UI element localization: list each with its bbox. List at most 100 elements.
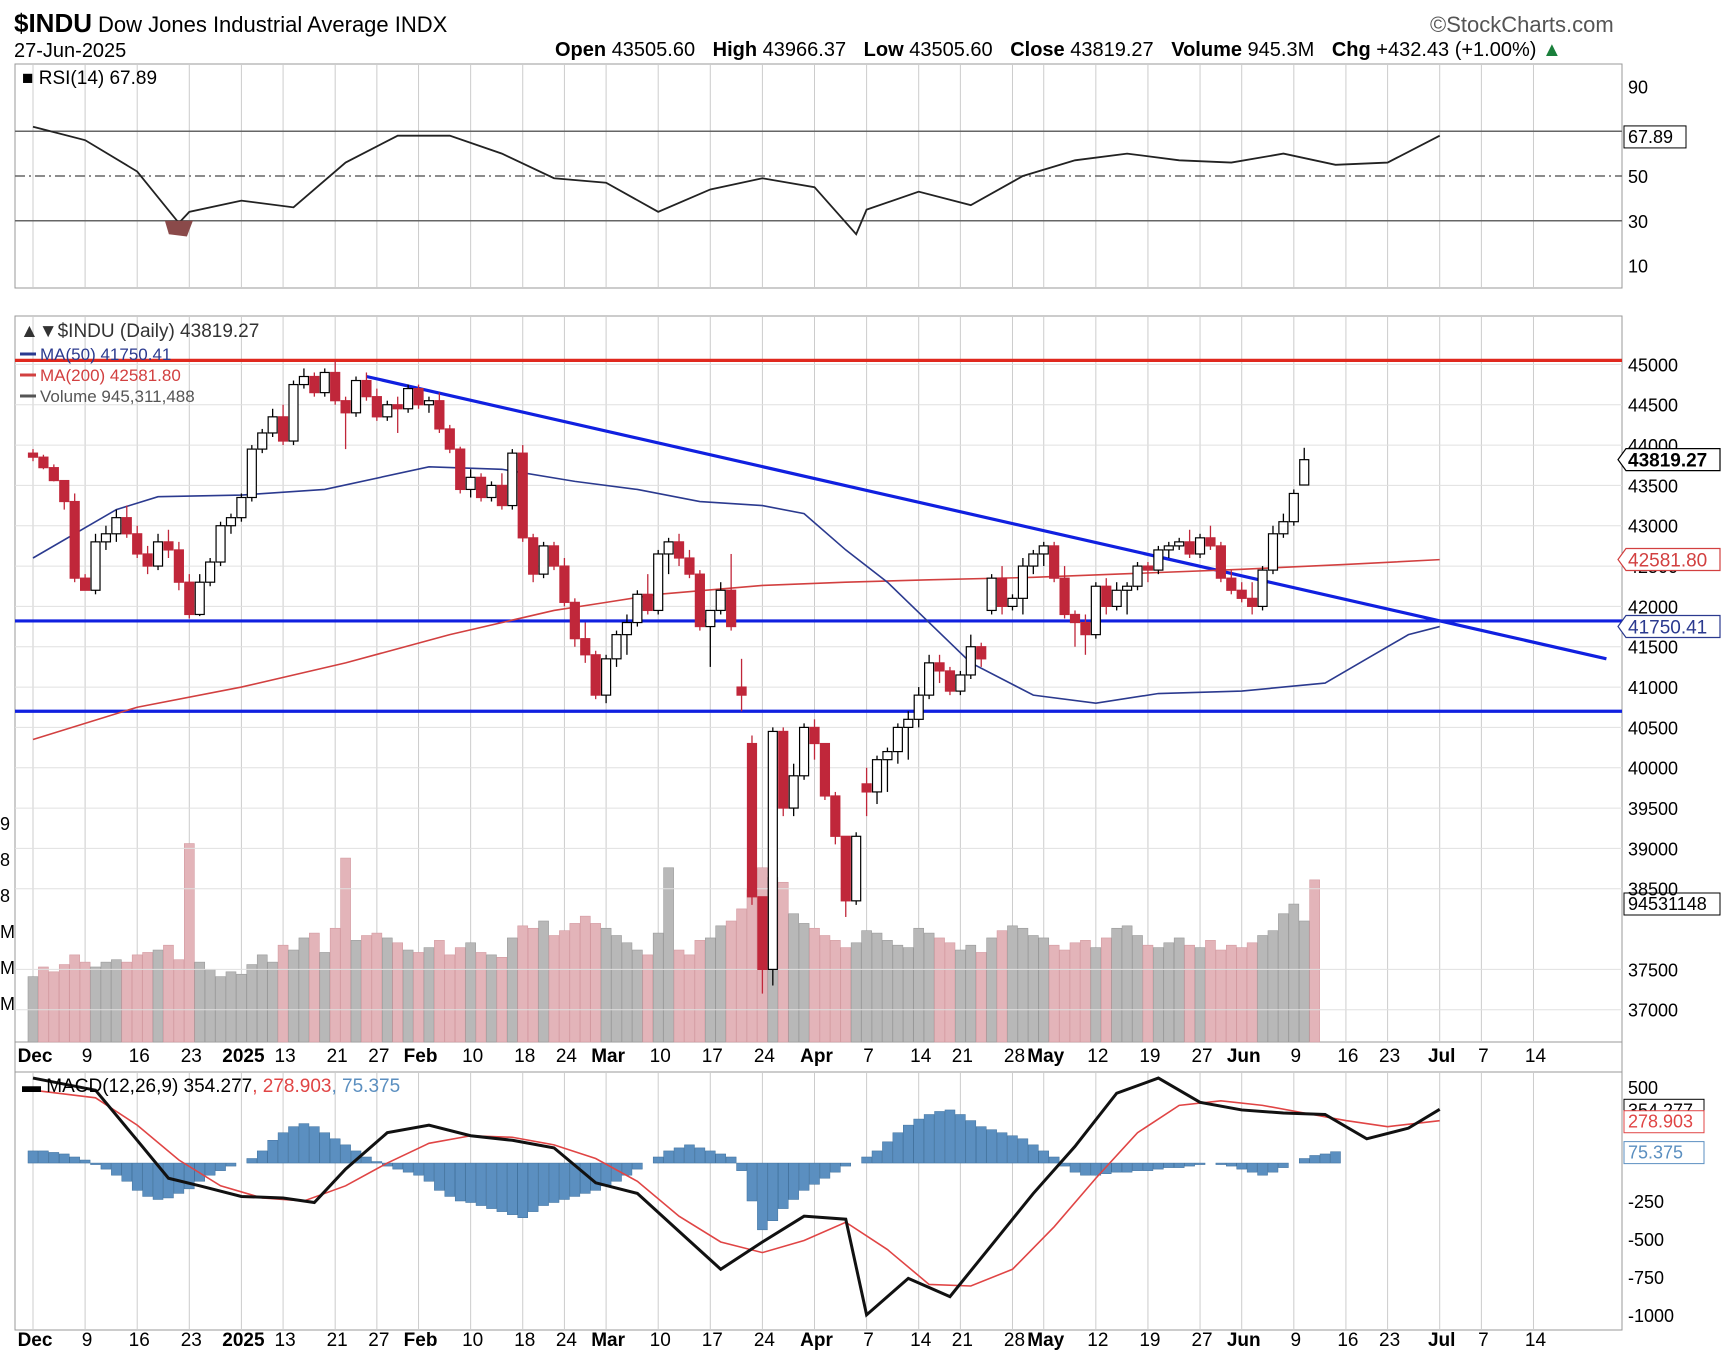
macd-hist-bar	[705, 1150, 716, 1164]
price-tag-box	[1617, 448, 1721, 472]
macd-hist-bar	[1163, 1162, 1175, 1168]
macd-hist-bar	[767, 1162, 779, 1221]
candle-body	[90, 541, 101, 591]
x-tick-label: 14	[1525, 1330, 1547, 1350]
chg-label: Chg	[1331, 39, 1371, 61]
macd-hist-bar	[256, 1150, 268, 1164]
volume-bar	[621, 942, 633, 1043]
macd-hist-bar	[548, 1162, 560, 1203]
high-value: 43966.37	[762, 39, 847, 61]
candle-body	[361, 379, 372, 398]
macd-hist-bar	[1028, 1144, 1039, 1164]
price-tick-label: 41000	[1628, 678, 1678, 698]
candle-body	[632, 593, 643, 624]
x-tick-label: 17	[702, 1330, 723, 1350]
macd-hist-bar	[1330, 1151, 1341, 1164]
candle-body	[913, 694, 924, 720]
volume-bar	[517, 925, 529, 1043]
macd-hist-bar	[1121, 1162, 1133, 1173]
x-tick-label: 21	[327, 1046, 348, 1067]
volume-bar	[1080, 940, 1091, 1043]
candle-body	[1028, 553, 1039, 567]
macd-hist-bar	[819, 1162, 831, 1179]
candle-body	[705, 609, 716, 628]
rsi-panel: 90 50 30 10 67.89 ■ RSI(14) 67.89	[15, 68, 1687, 277]
ma200-line	[32, 558, 1440, 741]
candle-body	[371, 396, 382, 418]
date-axis-strip	[14, 1041, 1623, 1073]
macd-hist-bar	[48, 1152, 60, 1164]
macd-hist-bar	[861, 1156, 872, 1164]
x-tick-label: 24	[754, 1046, 776, 1067]
x-tick-label: 24	[556, 1046, 578, 1067]
volume-bar	[69, 954, 80, 1043]
macd-hist-bar	[100, 1162, 112, 1170]
source-watermark[interactable]: ©StockCharts.com	[1430, 12, 1614, 37]
macd-hist-bar	[69, 1156, 80, 1164]
macd-hist-bar	[725, 1156, 737, 1164]
candle-body	[496, 484, 507, 507]
panel-frames	[14, 63, 1623, 1331]
candle-body	[892, 726, 903, 753]
price-tick-label: 43500	[1628, 476, 1678, 496]
volume-bar	[38, 966, 49, 1043]
rsi-title: ■ RSI(14) 67.89	[22, 68, 157, 89]
macd-hist-bar	[329, 1138, 341, 1164]
candle-body	[444, 428, 455, 450]
volume-bar	[413, 952, 424, 1043]
volume-bar	[1236, 947, 1248, 1043]
volume-bar	[319, 952, 331, 1043]
volume-bar	[361, 935, 372, 1043]
candle-body	[746, 742, 758, 898]
macd-hist-bar	[1090, 1162, 1102, 1176]
volume-bar	[288, 949, 299, 1043]
macd-hist-bar	[736, 1162, 747, 1171]
macd-tick-label: 500	[1628, 1078, 1658, 1098]
volume-bar	[1153, 947, 1164, 1043]
volume-bar	[152, 949, 164, 1043]
candle-body	[726, 589, 737, 628]
macd-hist-bar	[1194, 1162, 1206, 1165]
x-tick-label: 19	[1139, 1330, 1160, 1350]
volume-bar	[267, 961, 278, 1043]
candle-body	[684, 557, 695, 575]
volume-bar	[590, 923, 601, 1043]
candle-body	[611, 634, 622, 660]
x-tick-label: Feb	[404, 1046, 438, 1067]
volume-bar	[736, 908, 747, 1043]
macd-hist-bar	[486, 1162, 497, 1209]
candle-body	[1153, 549, 1164, 571]
macd-hist-bar	[590, 1162, 601, 1191]
macd-line	[32, 1076, 1441, 1318]
x-tick-label: 17	[702, 1046, 723, 1067]
x-tick-label: 14	[910, 1330, 932, 1350]
macd-hist-bar	[830, 1162, 841, 1173]
volume-bar	[559, 930, 570, 1043]
volume-bar	[1017, 927, 1029, 1043]
price-tick-label: 41500	[1628, 638, 1678, 658]
candle-body	[996, 577, 1008, 608]
volume-bar	[955, 949, 966, 1043]
macd-hist-bar	[142, 1162, 153, 1197]
volume-bar	[1090, 947, 1102, 1043]
candle-body	[1236, 589, 1247, 599]
legend-label: MA(50) 41750.41	[40, 345, 171, 364]
candle-body	[1163, 545, 1174, 551]
x-tick-label: 9	[82, 1330, 93, 1350]
candle-body	[1247, 597, 1258, 607]
volume-value: 945.3M	[1247, 39, 1315, 61]
candle-body	[673, 541, 685, 559]
x-tick-label: Dec	[18, 1046, 53, 1067]
x-tick-label: 23	[181, 1046, 202, 1067]
x-tick-label: 10	[462, 1330, 483, 1350]
volume-bar	[163, 944, 174, 1043]
macd-hist-bar	[309, 1126, 320, 1164]
rsi-line	[32, 125, 1441, 236]
candle-body	[736, 686, 747, 696]
volume-bar	[381, 937, 393, 1043]
macd-hist-bar	[444, 1162, 456, 1197]
volume-bar	[309, 932, 320, 1043]
volume-bar	[423, 947, 435, 1043]
volume-bar	[798, 923, 810, 1043]
